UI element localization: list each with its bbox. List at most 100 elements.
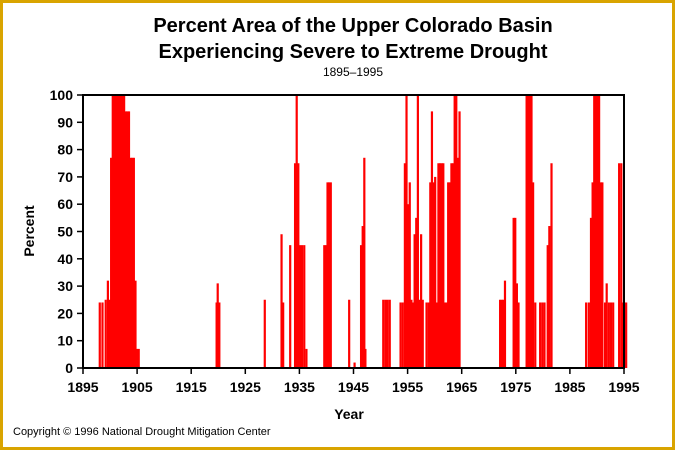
- bar-0-101: [539, 302, 542, 368]
- bar-0-47: [364, 348, 367, 368]
- bar-0-48: [382, 299, 385, 368]
- chart-title-line-1: Percent Area of the Upper Colorado Basin: [153, 15, 552, 37]
- bar-0-24: [216, 283, 219, 368]
- bar-0-88: [500, 299, 503, 368]
- bar-0-9: [116, 95, 119, 368]
- bar-0-60: [413, 234, 416, 368]
- bar-0-44: [359, 245, 363, 368]
- y-tick-label-6: 60: [57, 196, 73, 212]
- bar-0-57: [408, 182, 411, 368]
- bar-0-59: [411, 302, 415, 368]
- bar-0-93: [515, 283, 518, 368]
- bar-0-49: [384, 299, 387, 368]
- y-tick-label-8: 80: [57, 142, 73, 158]
- bar-0-7: [113, 95, 116, 368]
- x-tick-label-9: 1985: [554, 379, 585, 395]
- bar-0-27: [280, 234, 283, 368]
- bar-0-17: [129, 157, 132, 368]
- bar-0-123: [620, 163, 623, 368]
- x-tick-label-6: 1955: [392, 379, 423, 395]
- bar-0-81: [450, 163, 453, 368]
- bar-0-80: [448, 182, 451, 368]
- bar-0-87: [499, 299, 502, 368]
- bar-0-98: [530, 95, 533, 368]
- bar-0-1: [101, 302, 104, 368]
- bar-0-42: [348, 299, 351, 368]
- bar-0-84: [455, 95, 458, 368]
- bar-0-22: [137, 348, 140, 368]
- x-axis-ticks: 1895 1905 1915 1925 1935 1945 1955 1965 1975 1985…: [67, 368, 640, 395]
- bar-0-66: [425, 302, 428, 368]
- bar-0-25: [218, 302, 221, 368]
- bar-0-120: [609, 302, 613, 368]
- bar-0-89: [502, 299, 505, 368]
- bar-0-6: [111, 95, 114, 368]
- y-tick-label-5: 50: [57, 224, 73, 240]
- x-tick-label-10: 1995: [608, 379, 639, 395]
- bar-0-52: [399, 302, 402, 368]
- bar-0-122: [618, 163, 621, 368]
- bar-0-111: [593, 95, 596, 368]
- chart-subtitle: 1895–1995: [323, 65, 383, 79]
- bar-0-53: [401, 302, 404, 368]
- bar-0-14: [124, 111, 127, 368]
- bars-group: [98, 95, 628, 368]
- bar-0-61: [415, 217, 418, 368]
- bar-0-100: [534, 302, 537, 368]
- bar-0-8: [114, 95, 118, 368]
- y-axis-ticks: 0 10 20 30 40 50 60 70 80 90 100: [50, 87, 83, 376]
- bar-0-45: [361, 226, 364, 368]
- bar-0-26: [263, 299, 266, 368]
- bar-0-19: [132, 157, 135, 368]
- bar-0-50: [386, 299, 389, 368]
- bar-0-29: [289, 245, 292, 368]
- bar-0-115: [599, 182, 602, 368]
- bar-0-82: [451, 163, 455, 368]
- bar-0-117: [603, 302, 607, 368]
- bar-0-35: [303, 245, 306, 368]
- bar-0-124: [621, 302, 625, 368]
- bar-0-10: [118, 95, 121, 368]
- copyright-notice: Copyright © 1996 National Drought Mitiga…: [13, 426, 271, 438]
- bar-0-32: [297, 163, 300, 368]
- bar-0-74: [438, 163, 442, 368]
- bar-0-102: [541, 302, 544, 368]
- bar-0-105: [548, 226, 551, 368]
- bar-0-37: [323, 245, 326, 368]
- bar-0-91: [512, 217, 515, 368]
- bar-0-41: [329, 182, 332, 368]
- bar-0-109: [589, 217, 593, 368]
- y-tick-label-10: 100: [50, 87, 74, 103]
- bar-0-62: [416, 95, 419, 368]
- bar-0-0: [98, 302, 101, 368]
- x-tick-label-3: 1925: [230, 379, 261, 395]
- bar-0-104: [546, 245, 549, 368]
- bar-0-68: [429, 182, 432, 368]
- bar-0-33: [298, 245, 302, 368]
- bar-0-11: [119, 95, 122, 368]
- bar-0-51: [388, 299, 391, 368]
- bar-0-13: [123, 95, 126, 368]
- bar-0-58: [410, 299, 413, 368]
- bar-0-108: [587, 302, 590, 368]
- y-tick-label-0: 0: [65, 360, 73, 376]
- bar-0-99: [532, 182, 535, 368]
- bar-0-2: [104, 299, 107, 368]
- bar-0-76: [442, 163, 445, 368]
- bar-0-110: [591, 182, 594, 368]
- y-tick-label-3: 30: [57, 278, 73, 294]
- x-tick-label-8: 1975: [500, 379, 531, 395]
- bar-0-72: [435, 302, 438, 368]
- bar-0-92: [514, 217, 517, 368]
- x-tick-label-2: 1915: [176, 379, 207, 395]
- bar-0-78: [445, 302, 448, 368]
- bar-0-55: [405, 95, 408, 368]
- bar-0-46: [363, 157, 366, 368]
- bar-0-31: [295, 95, 298, 368]
- bar-0-77: [443, 302, 447, 368]
- bar-0-34: [301, 245, 304, 368]
- bar-0-71: [434, 176, 437, 368]
- bar-0-116: [601, 182, 604, 368]
- x-axis-label: Year: [334, 406, 364, 422]
